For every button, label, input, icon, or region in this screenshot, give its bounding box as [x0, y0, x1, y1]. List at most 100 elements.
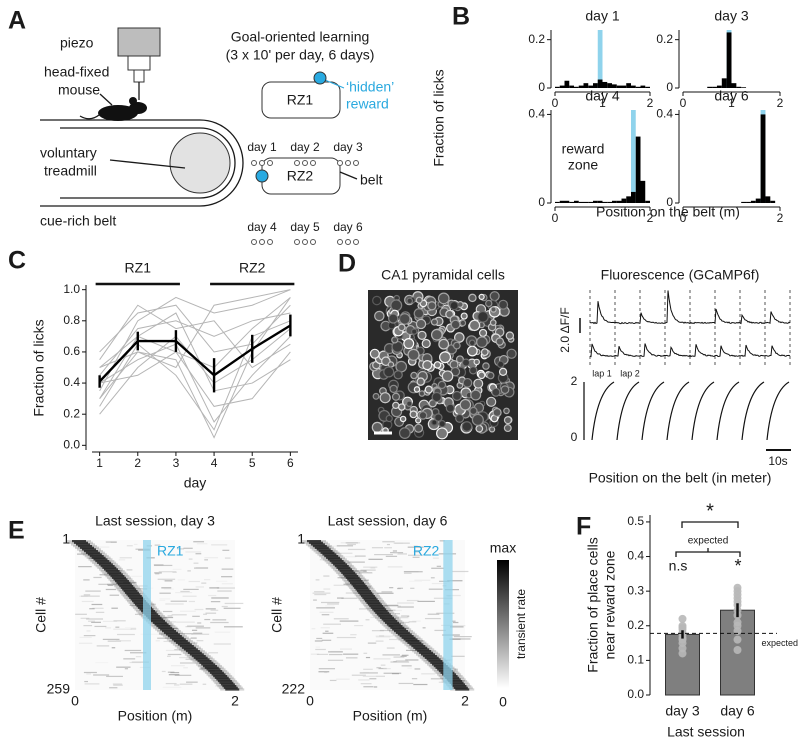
cell [398, 427, 411, 439]
cell [413, 423, 424, 433]
heatmap-speckle [163, 640, 183, 643]
heatmap-band-halo [385, 626, 410, 629]
day-label: day 3 [333, 140, 363, 154]
heatmap-speckle [328, 651, 343, 653]
heatmap-band-halo [353, 591, 378, 594]
heatmap-speckle [171, 614, 187, 616]
heatmap-band [381, 618, 396, 621]
reward-zone [631, 110, 636, 203]
heatmap-band [411, 645, 426, 648]
heatmap-band [363, 598, 378, 601]
heatmap-speckle [336, 545, 354, 547]
x-tick-label: day 3 [665, 703, 699, 719]
heatmap-band [167, 635, 182, 638]
heatmap-band [133, 601, 148, 604]
session-dot [259, 239, 265, 245]
heatmap-speckle [323, 623, 341, 625]
heatmap-band [91, 556, 106, 559]
heatmap-speckle [393, 616, 407, 618]
heatmap-speckle [314, 640, 323, 642]
heatmap-band [409, 643, 424, 646]
heatmap-band [81, 548, 96, 551]
heatmap-band-halo [71, 543, 96, 546]
panel-letter: A [8, 7, 26, 35]
heatmap-speckle [179, 656, 191, 659]
y-axis-label: Cell # [269, 597, 285, 633]
heatmap-speckle [329, 653, 343, 656]
heatmap-speckle [123, 658, 136, 660]
cell [415, 318, 427, 330]
cell [371, 421, 383, 433]
bar [631, 85, 636, 88]
heatmap-speckle [410, 587, 415, 589]
bar [578, 85, 584, 88]
heatmap-speckle [157, 578, 176, 580]
annotation: expected [688, 536, 729, 547]
heatmap-speckle [83, 671, 97, 674]
heatmap-band [401, 636, 416, 639]
cell [496, 360, 505, 369]
heatmap-speckle [394, 617, 409, 619]
heatmap-speckle [124, 649, 142, 652]
heatmap-speckle [439, 540, 445, 542]
heatmap-speckle [414, 668, 421, 670]
heatmap-band-halo [108, 578, 133, 581]
heatmap-band-halo [218, 686, 243, 689]
heatmap-speckle [117, 633, 135, 636]
y-tick-label: 0.2 [528, 32, 545, 46]
cell [480, 348, 489, 357]
heatmap-speckle [315, 648, 326, 651]
heatmap-speckle [224, 602, 244, 605]
session-dot [251, 239, 257, 245]
heatmap-speckle [370, 616, 385, 619]
heatmap-band [453, 686, 468, 689]
heatmap-speckle [411, 678, 418, 680]
cell [490, 306, 497, 313]
heatmap-band [351, 583, 366, 586]
x-tick-label: 5 [249, 456, 256, 470]
heatmap-band [173, 640, 188, 643]
heatmap-speckle [321, 614, 330, 616]
leader [109, 159, 186, 169]
heatmap-band-halo [125, 598, 150, 601]
panel-letter: F [576, 513, 591, 541]
heatmap-band [308, 541, 323, 544]
fluorescence-trace [589, 290, 791, 325]
heatmap-speckle [164, 580, 173, 582]
individual-line [99, 289, 291, 369]
heatmap-band [360, 595, 375, 598]
bar [645, 86, 650, 88]
heatmap-band [202, 665, 217, 668]
heatmap-speckle [204, 557, 219, 559]
x-tick-label: 2 [647, 211, 654, 225]
bar [612, 84, 617, 88]
heatmap-band-halo [339, 575, 364, 578]
session-dot [337, 239, 343, 245]
heatmap-band [378, 615, 393, 618]
heatmap-band [395, 631, 410, 634]
heatmap-speckle [363, 652, 368, 654]
heatmap-band [422, 655, 437, 658]
significance-brackets [675, 521, 741, 557]
session-dot [294, 239, 300, 245]
bar [741, 201, 747, 203]
cell [471, 413, 484, 426]
session-dot [345, 239, 351, 245]
heatmap-band [415, 648, 430, 651]
heatmap-band-halo [182, 651, 207, 654]
subplot-title: day 4 [585, 88, 619, 104]
heatmap-speckle [368, 572, 373, 574]
heatmap-speckle [383, 605, 401, 607]
heatmap-speckle [365, 656, 371, 659]
heatmap-band [424, 656, 439, 659]
reward-zone [143, 540, 151, 690]
heatmap-band [213, 675, 228, 678]
heatmap-band-halo [155, 628, 180, 631]
heatmap-speckle [175, 633, 194, 635]
heatmap-speckle [400, 655, 407, 657]
heatmap-band [197, 660, 212, 663]
cell [406, 400, 413, 407]
imaging-panel: CA1 pyramidal cells Fluorescence (GCaMP6… [368, 267, 791, 486]
heatmap-speckle [183, 588, 199, 591]
heatmap-band [114, 580, 129, 583]
